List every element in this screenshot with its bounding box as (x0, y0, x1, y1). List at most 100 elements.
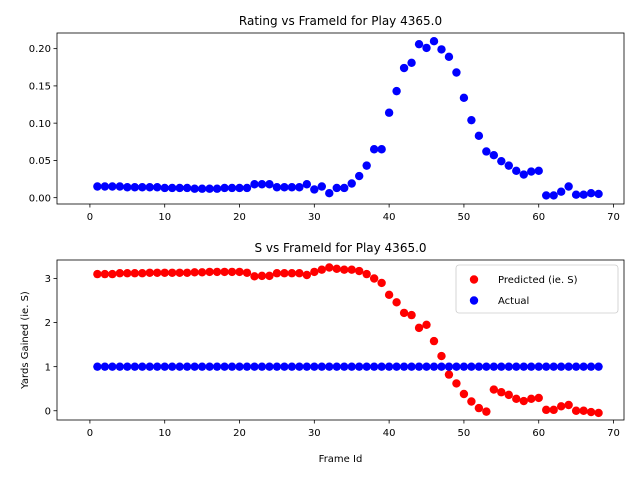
data-point (512, 394, 521, 404)
x-tick-label: 10 (158, 212, 171, 223)
data-point (325, 263, 334, 272)
data-point (362, 269, 371, 279)
data-point (145, 183, 154, 192)
data-point (265, 271, 274, 281)
data-point (437, 351, 446, 361)
x-axis-label: Frame Id (319, 454, 363, 465)
data-point (467, 397, 476, 406)
y-tick-label: 3 (45, 274, 51, 285)
data-point (474, 131, 484, 141)
data-point (190, 268, 199, 277)
y-tick-label: 0.10 (29, 119, 51, 130)
data-point (549, 362, 558, 371)
data-point (317, 182, 326, 191)
data-point (384, 362, 394, 371)
data-point (564, 400, 573, 410)
legend-marker (469, 296, 479, 305)
data-point (377, 362, 386, 371)
y-tick-label: 0.15 (29, 82, 51, 93)
data-point (377, 278, 386, 288)
data-point (287, 269, 297, 278)
data-point (212, 184, 222, 193)
data-point (579, 406, 588, 415)
data-point (586, 189, 596, 198)
data-point (489, 362, 499, 371)
data-point (123, 269, 132, 278)
data-point (182, 268, 192, 277)
data-point (138, 362, 147, 371)
data-point (108, 362, 117, 371)
data-point (310, 267, 319, 277)
data-point (586, 362, 596, 371)
data-point (115, 269, 125, 278)
data-point (220, 362, 229, 371)
data-point (362, 362, 371, 371)
data-point (556, 402, 566, 411)
data-point (482, 407, 491, 416)
data-point (459, 389, 469, 399)
data-point (579, 190, 588, 199)
legend: Predicted (ie. S) Actual (455, 264, 619, 314)
data-point (212, 267, 222, 277)
x-tick-label: 30 (308, 212, 321, 223)
data-point (250, 180, 259, 189)
data-point (512, 166, 521, 176)
data-point (392, 362, 401, 371)
data-point (317, 265, 326, 274)
data-point (182, 362, 192, 371)
x-tick-label: 40 (383, 428, 396, 439)
data-point (235, 267, 244, 277)
data-point (497, 156, 506, 166)
y-tick-label: 0 (45, 406, 51, 417)
data-point (93, 269, 102, 279)
data-point (138, 183, 147, 192)
data-point (250, 362, 259, 371)
data-point (594, 362, 603, 371)
data-point (168, 362, 177, 371)
x-tick-label: 50 (458, 428, 471, 439)
data-point (205, 184, 214, 193)
data-point (347, 179, 356, 188)
data-point (100, 362, 110, 371)
series-2 (93, 362, 603, 371)
data-point (489, 151, 499, 160)
legend-label: Predicted (ie. S) (498, 275, 578, 286)
data-point (280, 362, 289, 371)
x-tick-label: 20 (233, 428, 246, 439)
data-point (153, 362, 162, 371)
data-point (452, 379, 461, 388)
data-point (459, 93, 469, 103)
data-point (534, 362, 543, 371)
data-point (257, 271, 267, 281)
x-tick-label: 20 (233, 212, 246, 223)
data-point (579, 362, 588, 371)
x-tick-label: 50 (458, 212, 471, 223)
data-point (100, 182, 110, 191)
data-point (340, 183, 349, 193)
data-point (168, 268, 177, 277)
x-tick-label: 40 (383, 212, 396, 223)
data-point (93, 362, 102, 371)
data-point (242, 183, 252, 193)
data-point (332, 264, 341, 274)
data-point (414, 362, 424, 371)
data-point (108, 269, 117, 279)
data-point (340, 362, 349, 371)
y-tick-label: 1 (45, 362, 51, 373)
chart-panel-1: 0 10 20 30 40 50 60 70 0.00 0.05 0.10 0.15 0.20 Ratin… (29, 14, 625, 223)
data-point (190, 362, 199, 371)
data-point (474, 403, 484, 413)
plot-frame (56, 259, 625, 421)
data-point (362, 161, 371, 170)
x-tick-label: 70 (607, 212, 620, 223)
data-point (504, 390, 513, 400)
data-point (392, 86, 401, 96)
x-tick-label: 60 (532, 212, 545, 223)
y-axis-label: Yards Gained (ie. S) (20, 291, 31, 390)
data-point (242, 362, 252, 371)
data-point (519, 170, 528, 179)
data-point (504, 161, 513, 170)
data-point (197, 184, 207, 193)
data-point (310, 185, 319, 194)
data-point (302, 180, 312, 189)
